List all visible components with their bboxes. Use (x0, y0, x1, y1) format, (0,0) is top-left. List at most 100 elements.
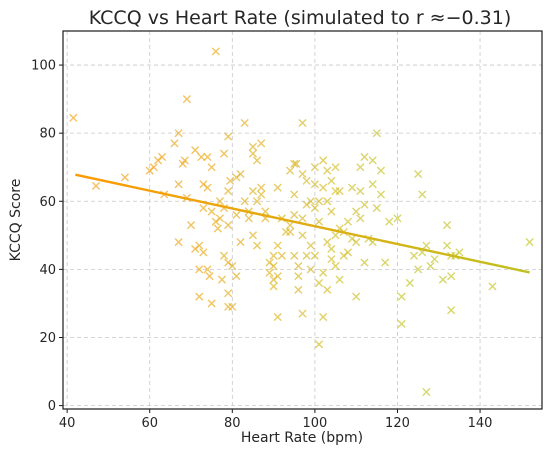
data-point (120, 173, 130, 182)
data-point (298, 214, 307, 223)
data-point (224, 186, 233, 196)
data-point (215, 197, 225, 206)
data-point (302, 176, 311, 185)
data-point (158, 152, 167, 162)
data-point (269, 261, 278, 271)
data-point (186, 221, 196, 230)
y-tick-label: 80 (39, 127, 56, 142)
data-point (393, 214, 402, 223)
data-point (232, 210, 241, 219)
data-point (273, 183, 282, 192)
y-tick-label: 0 (48, 399, 56, 414)
x-tick-label: 60 (141, 416, 158, 431)
data-point (195, 292, 204, 301)
data-point (343, 217, 353, 226)
data-point (525, 238, 534, 247)
data-point (286, 221, 295, 230)
data-point (368, 180, 377, 189)
data-point (409, 251, 419, 260)
data-point (376, 166, 386, 175)
data-point (356, 186, 365, 196)
data-point (292, 159, 301, 168)
data-point (257, 190, 266, 199)
data-point (314, 197, 324, 206)
data-point (356, 163, 365, 172)
data-point (273, 272, 282, 281)
data-point (174, 129, 183, 138)
data-point (360, 258, 369, 267)
x-tick-label: 80 (224, 416, 241, 431)
data-point (426, 261, 435, 271)
data-point (174, 238, 183, 247)
data-point (314, 340, 324, 349)
data-point (257, 183, 266, 192)
data-point (273, 241, 282, 250)
data-point (197, 152, 206, 162)
data-point (306, 241, 315, 250)
data-point (294, 285, 303, 294)
data-point (397, 319, 406, 328)
data-point (294, 272, 303, 281)
data-point (306, 197, 315, 206)
data-point (414, 265, 423, 274)
data-point (269, 251, 278, 260)
data-point (310, 180, 319, 189)
data-point (170, 139, 179, 148)
data-point (455, 248, 464, 257)
data-point (236, 169, 245, 179)
data-point (207, 207, 216, 216)
data-point (226, 176, 235, 185)
data-point (447, 306, 456, 315)
data-point (232, 272, 241, 281)
data-point (203, 152, 212, 162)
data-point (430, 255, 439, 264)
data-point (244, 214, 253, 223)
data-point (205, 272, 214, 281)
data-point (310, 163, 319, 172)
data-point (368, 156, 377, 165)
data-point (372, 129, 381, 138)
data-point (438, 275, 447, 284)
data-point (290, 190, 299, 199)
data-point (219, 251, 229, 260)
data-point (213, 224, 222, 233)
data-point (352, 292, 361, 301)
data-point (224, 221, 233, 230)
data-point (319, 183, 328, 192)
axis-ticks: 40 60 80 100 120 140 0 20 40 60 80 100 (31, 59, 492, 431)
data-point (331, 163, 340, 172)
data-point (69, 113, 78, 122)
data-point (422, 241, 431, 250)
data-point (248, 142, 258, 151)
data-point (286, 166, 295, 175)
grid (63, 31, 542, 409)
data-point (414, 169, 423, 179)
plot-frame (62, 30, 543, 410)
data-point (298, 169, 307, 179)
data-point (397, 292, 406, 301)
data-point (240, 197, 249, 206)
data-point (224, 289, 233, 298)
y-tick-label: 60 (39, 195, 56, 210)
data-point (327, 207, 336, 216)
data-point (265, 268, 274, 277)
data-point (385, 217, 394, 226)
data-point (199, 203, 208, 213)
data-point (180, 156, 189, 165)
data-point (343, 248, 353, 257)
data-point (252, 197, 262, 206)
data-point (248, 231, 258, 240)
data-point (269, 282, 278, 291)
data-point (323, 197, 332, 206)
data-point (360, 200, 369, 209)
data-point (286, 227, 295, 237)
data-point (290, 159, 299, 168)
x-tick-label: 120 (385, 416, 410, 431)
data-point (203, 183, 212, 192)
data-point (191, 146, 200, 155)
data-point (224, 132, 233, 141)
data-point (219, 149, 229, 158)
data-point (203, 265, 212, 274)
x-tick-label: 100 (302, 416, 327, 431)
data-point (298, 309, 307, 318)
